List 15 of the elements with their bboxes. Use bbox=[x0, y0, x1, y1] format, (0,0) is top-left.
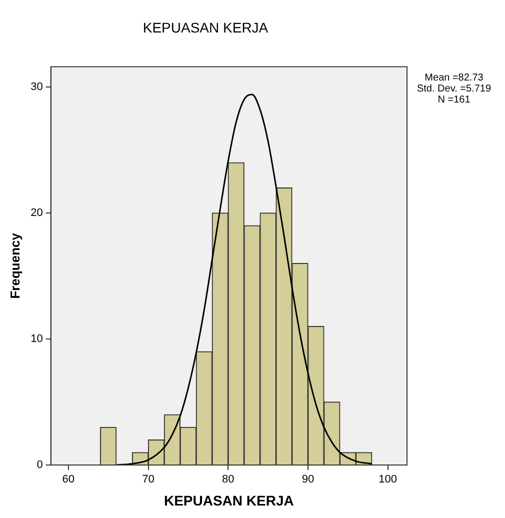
y-tick-label: 10 bbox=[30, 333, 43, 346]
x-tick-label: 80 bbox=[222, 474, 234, 486]
x-tick-label: 70 bbox=[142, 474, 154, 486]
text: Mean =82.73 bbox=[424, 72, 484, 84]
x-axis-title: KEPUASAN KERJA bbox=[164, 492, 294, 508]
x-tick-label: 60 bbox=[62, 474, 75, 486]
chart-title: KEPUASAN KERJA bbox=[142, 19, 269, 36]
y-tick-label: 0 bbox=[36, 459, 43, 472]
text: Std. Dev. =5.719 bbox=[416, 84, 492, 95]
x-tick-label: 90 bbox=[302, 474, 314, 486]
text: N =161 bbox=[438, 94, 471, 106]
x-tick-label: 100 bbox=[378, 474, 398, 486]
y-tick-label: 30 bbox=[30, 80, 43, 93]
y-axis-title: Frequency bbox=[7, 232, 22, 299]
y-tick-label: 20 bbox=[30, 207, 43, 220]
